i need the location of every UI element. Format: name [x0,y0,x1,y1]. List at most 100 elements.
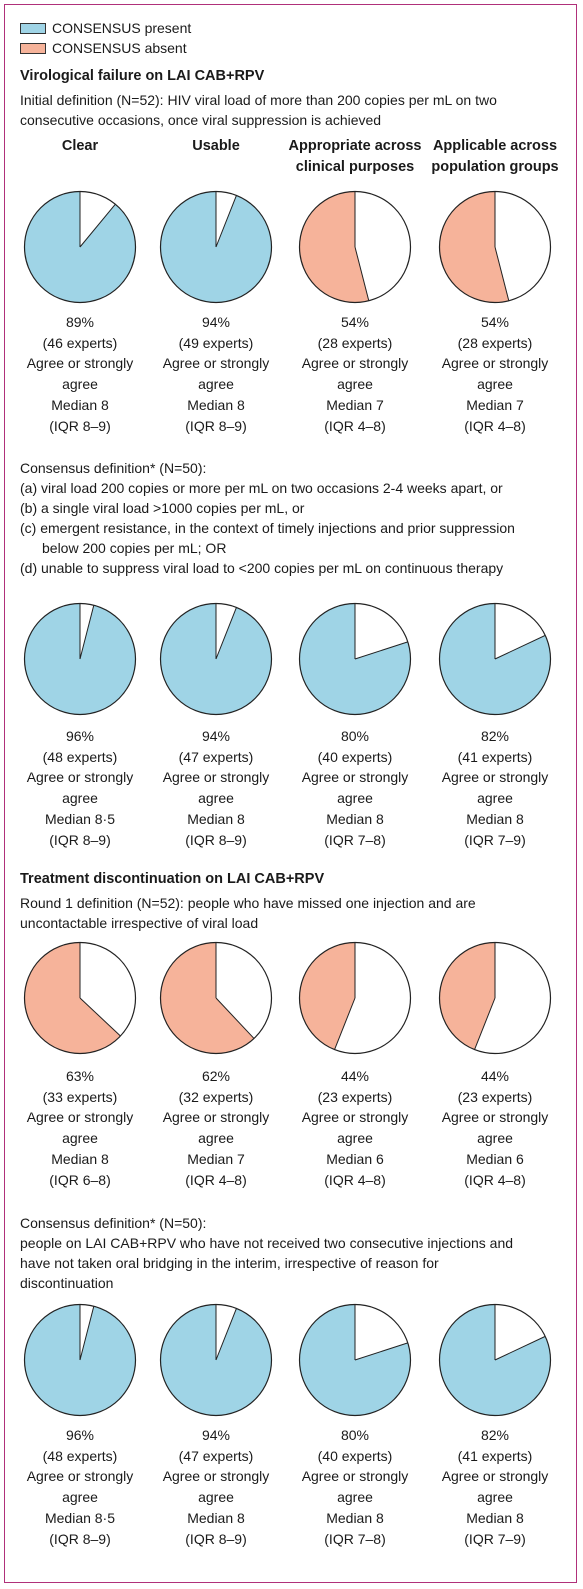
stat-agree: Agree or strongly [162,769,270,786]
stat-median: Median 8·5 [44,1509,116,1526]
pie-chart [298,602,412,716]
stat-experts: (28 experts) [317,334,393,351]
stat-median: Median 8 [466,1509,524,1526]
stat-agree2: agree [337,1489,373,1506]
stat-pct: 96% [65,1427,95,1443]
definition-line: have not taken oral bridging in the inte… [20,1255,439,1271]
pie-outline [159,1303,273,1417]
stat-experts: (47 experts) [178,1447,254,1464]
stat-agree: Agree or strongly [441,1468,549,1485]
stat-agree: Agree or strongly [26,1109,134,1126]
figure-frame [4,4,577,1583]
pie-divider-line [215,607,237,660]
pie-outline [298,941,412,1055]
pie-outline [23,1303,137,1417]
stat-agree2: agree [198,1130,234,1147]
stat-pct: 54% [340,314,370,330]
stat-experts: (41 experts) [457,748,533,765]
stat-experts: (49 experts) [178,334,254,351]
pie-chart [438,941,552,1055]
stat-agree: Agree or strongly [441,355,549,372]
pie-outline [23,941,137,1055]
stat-agree2: agree [198,376,234,393]
pie-chart [23,190,137,304]
stat-experts: (40 experts) [317,1447,393,1464]
column-header: Clear [10,136,150,157]
pie-divider-line [215,195,237,248]
pie-stat-label: 54% (28 experts) Agree or strongly agree Med… [285,312,425,436]
definition-line: people on LAI CAB+RPV who have not recei… [20,1235,514,1251]
pie-outline [159,190,273,304]
stat-iqr: (IQR 4–8) [324,1171,386,1188]
stat-agree2: agree [62,1130,98,1147]
stat-pct: 54% [480,314,510,330]
pie-stat-label: 82% (41 experts) Agree or strongly agree Med… [425,726,565,850]
definition-line: (a) viral load 200 copies or more per mL… [20,480,503,496]
pie-chart [298,190,412,304]
stat-pct: 63% [65,1068,95,1084]
section-title-treatment-discontinuation: Treatment discontinuation on LAI CAB+RPV [20,871,325,887]
definition-line: (c) emergent resistance, in the context … [20,520,515,536]
stat-experts: (40 experts) [317,748,393,765]
pie-divider-line [79,1306,95,1361]
column-header-line: Clear [61,138,99,154]
stat-median: Median 8 [466,810,524,827]
stat-iqr: (IQR 7–9) [464,1530,526,1547]
column-header-line: clinical purposes [295,159,415,175]
pie-stat-label: 80% (40 experts) Agree or strongly agree Med… [285,1425,425,1549]
stat-median: Median 8 [187,1509,245,1526]
stat-agree2: agree [337,376,373,393]
pie-chart [23,1303,137,1417]
pie-stat-label: 82% (41 experts) Agree or strongly agree Med… [425,1425,565,1549]
pie-chart [159,941,273,1055]
column-header-line: Applicable across [432,138,558,154]
stat-median: Median 8 [326,1509,384,1526]
pie-agree-slice [439,942,495,1050]
pie-chart [298,1303,412,1417]
stat-pct: 80% [340,728,370,744]
pie-stat-label: 94% (49 experts) Agree or strongly agree Med… [146,312,286,436]
pie-outline [298,190,412,304]
stat-agree: Agree or strongly [162,1109,270,1126]
definition-text: Consensus definition* (N=50): (a) viral l… [20,458,565,578]
pie-outline [438,941,552,1055]
pie-chart [159,602,273,716]
stat-agree: Agree or strongly [26,1468,134,1485]
stat-iqr: (IQR 8–9) [49,1530,111,1547]
stat-agree: Agree or strongly [162,355,270,372]
stat-agree: Agree or strongly [301,1468,409,1485]
pie-agree-slice [299,191,369,303]
stat-experts: (48 experts) [42,1447,118,1464]
stat-iqr: (IQR 7–9) [464,831,526,848]
stat-experts: (46 experts) [42,334,118,351]
stat-agree2: agree [477,790,513,807]
stat-experts: (47 experts) [178,748,254,765]
pie-outline [23,602,137,716]
definition-line: uncontactable irrespective of viral load [20,915,259,931]
definition-line: discontinuation [20,1275,114,1291]
stat-iqr: (IQR 8–9) [49,417,111,434]
stat-median: Median 7 [466,396,524,413]
legend-item-absent: CONSENSUS absent [20,40,187,56]
stat-agree2: agree [477,1130,513,1147]
pie-divider-line [354,1342,408,1361]
stat-median: Median 8 [326,810,384,827]
stat-iqr: (IQR 4–8) [464,1171,526,1188]
pie-outline [298,1303,412,1417]
definition-line: Consensus definition* (N=50): [20,460,207,476]
pie-divider-line [79,605,95,660]
pie-stat-label: 44% (23 experts) Agree or strongly agree Med… [425,1066,565,1190]
stat-pct: 94% [201,1427,231,1443]
pie-divider-line [494,1335,546,1361]
pie-chart [438,190,552,304]
legend-label-present: CONSENSUS present [52,20,192,36]
stat-agree: Agree or strongly [441,769,549,786]
stat-experts: (23 experts) [457,1088,533,1105]
pie-agree-slice [439,191,509,303]
pie-stat-label: 96% (48 experts) Agree or strongly agree Med… [10,1425,150,1549]
stat-pct: 82% [480,728,510,744]
legend-label-absent: CONSENSUS absent [52,40,187,56]
stat-iqr: (IQR 7–8) [324,831,386,848]
pie-divider-line [494,246,510,301]
stat-agree2: agree [337,1130,373,1147]
